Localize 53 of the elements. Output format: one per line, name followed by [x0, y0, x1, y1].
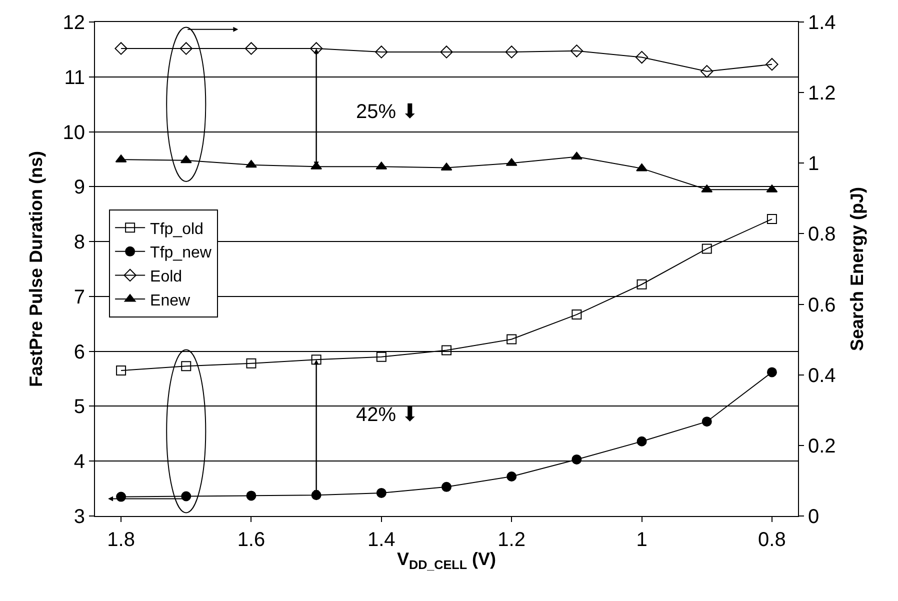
x-tick-label: 0.8: [758, 529, 786, 551]
point: [181, 491, 192, 502]
y-tick-label: 11: [64, 66, 85, 89]
y2-tick-label: 1: [808, 153, 820, 176]
x-tick-label: 1.8: [107, 529, 135, 551]
point: [376, 488, 386, 498]
x-tick-label: 1.2: [498, 529, 526, 551]
point: [442, 482, 452, 492]
point: [506, 471, 517, 482]
y-tick-label: 5: [74, 396, 85, 418]
point: [442, 345, 452, 356]
y-tick-label: 4: [74, 451, 85, 474]
y2-tick-label: 0.6: [808, 294, 836, 316]
point: [636, 436, 647, 446]
point: [311, 354, 322, 365]
y2-axis-title: Search Energy (pJ): [846, 186, 867, 352]
y-tick-label: 9: [74, 176, 85, 199]
y-axis-title: FastPre Pulse Duration (ns): [26, 150, 46, 388]
point: [636, 279, 647, 290]
y2-tick-label: 0: [808, 506, 820, 528]
point: [116, 366, 126, 376]
point: [506, 334, 517, 344]
point: [181, 361, 192, 372]
point: [246, 490, 256, 501]
y-tick-label: 7: [74, 286, 85, 308]
y2-tick-label: 1.4: [808, 12, 836, 34]
point: [702, 244, 712, 254]
legend-label: Tfp_old: [150, 220, 204, 238]
y2-tick-label: 0.8: [808, 224, 836, 246]
annotation: 25% ⬇: [356, 101, 419, 123]
point: [702, 416, 712, 427]
point: [246, 358, 256, 368]
x-tick-label: 1.4: [368, 529, 396, 551]
point: [376, 352, 386, 362]
x-tick-label: 1.6: [237, 529, 266, 551]
legend-label: Enew: [150, 292, 191, 310]
point: [766, 214, 777, 224]
point: [572, 310, 582, 320]
point: [572, 454, 582, 464]
y2-tick-label: 1.2: [808, 82, 836, 105]
point: [766, 367, 777, 378]
y-tick-label: 12: [62, 12, 85, 34]
y-tick-label: 10: [62, 122, 85, 144]
legend-label: Eold: [150, 268, 182, 286]
x-tick-label: 1: [636, 529, 648, 551]
x-axis-title: V$_{DD_CELL}$ (V): [396, 549, 496, 572]
y-tick-label: 3: [74, 506, 85, 528]
y2-tick-label: 0.2: [808, 435, 836, 458]
y2-tick-label: 0.4: [808, 364, 836, 387]
y-tick-label: 8: [74, 232, 85, 254]
annotation: 42% ⬇: [356, 404, 419, 426]
y-tick-label: 6: [74, 341, 85, 364]
legend-label: Tfp_new: [150, 244, 212, 262]
